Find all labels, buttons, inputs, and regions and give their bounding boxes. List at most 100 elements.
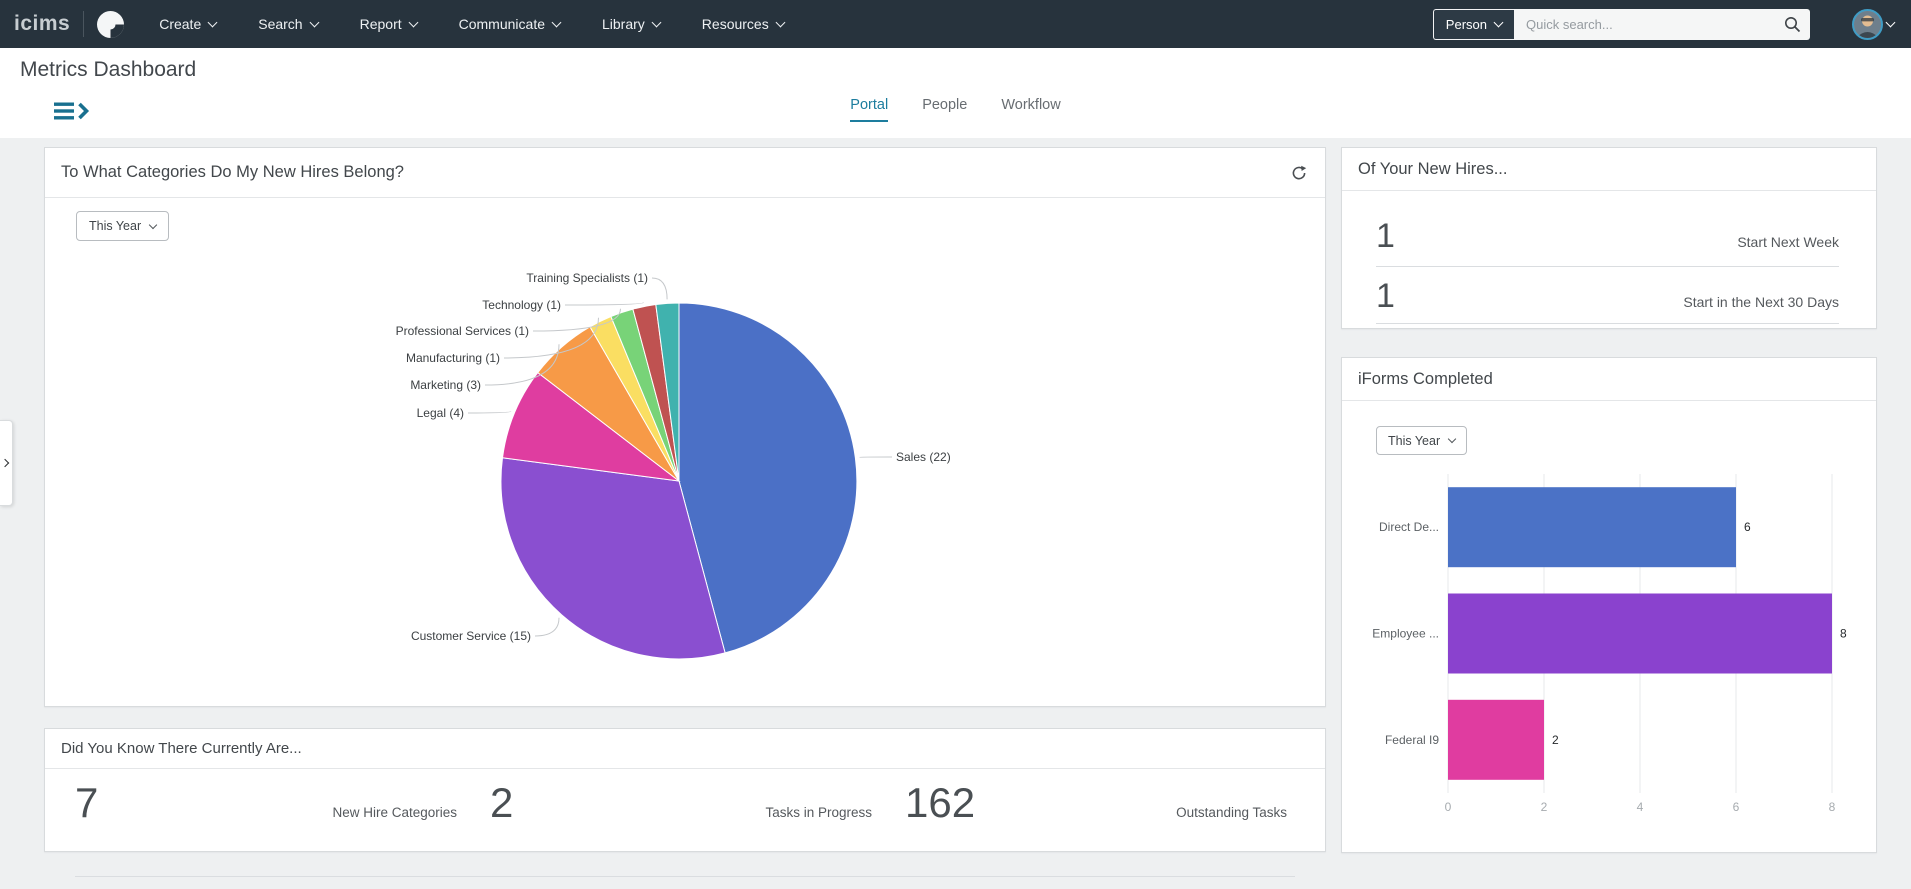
pie-slice-label: Manufacturing (1) <box>406 351 500 365</box>
row-value: 1 <box>1376 217 1395 255</box>
pie-slice-label: Training Specialists (1) <box>526 271 648 285</box>
nav-item-label: Create <box>159 16 202 32</box>
stat-tasks-in-progress[interactable]: 2 Tasks in Progress <box>457 779 872 827</box>
pie-slice-label: Sales (22) <box>896 450 951 464</box>
chevron-down-icon <box>408 17 419 27</box>
menu-expand-icon[interactable] <box>54 100 90 127</box>
new-hires-row-next-week[interactable]: 1 Start Next Week <box>1376 191 1839 267</box>
refresh-icon[interactable] <box>1291 165 1307 181</box>
x-axis-tick-label: 2 <box>1541 800 1548 814</box>
stat-outstanding-tasks[interactable]: 162 Outstanding Tasks <box>872 779 1287 827</box>
stat-value: 7 <box>75 779 99 826</box>
bar-category-label: Employee ... <box>1372 627 1439 641</box>
new-hire-categories-pie-chart: Sales (22) Customer Service (15) Legal (4)… <box>396 271 951 660</box>
icims-logo[interactable]: icims <box>14 12 71 35</box>
tab-workflow[interactable]: Workflow <box>1001 97 1061 113</box>
search-icon[interactable] <box>1784 16 1801 38</box>
x-axis-tick-label: 6 <box>1733 800 1740 814</box>
pie-leader-line <box>532 308 621 332</box>
chevron-right-icon <box>0 458 10 468</box>
pie-slice-label: Marketing (3) <box>410 378 481 392</box>
dashboard-tabs: Portal People Workflow <box>0 97 1911 122</box>
stat-value: 162 <box>905 779 976 826</box>
panel-title: To What Categories Do My New Hires Belon… <box>61 163 404 181</box>
pie-slice-training-specialists[interactable] <box>655 302 680 482</box>
row-value: 1 <box>1376 277 1395 315</box>
icims-circle-logo-icon[interactable] <box>97 10 125 38</box>
avatar[interactable] <box>1852 8 1883 40</box>
pie-slice-legal[interactable] <box>501 371 681 482</box>
pie-leader-line <box>564 302 644 306</box>
panel-header: Of Your New Hires... <box>1342 148 1876 191</box>
pie-slice-label: Legal (4) <box>417 406 464 420</box>
divider <box>75 876 1295 877</box>
nav-item-resources[interactable]: Resources <box>681 0 805 48</box>
pie-slice-label: Customer Service (15) <box>411 629 531 643</box>
nav-item-label: Search <box>258 16 303 32</box>
divider <box>83 11 85 37</box>
pie-slice-label: Professional Services (1) <box>396 324 529 338</box>
panel-title: Did You Know There Currently Are... <box>61 740 302 757</box>
nav-item-communicate[interactable]: Communicate <box>438 0 581 48</box>
tab-people[interactable]: People <box>922 97 968 113</box>
x-axis-tick-label: 4 <box>1637 800 1644 814</box>
search-scope-dropdown[interactable]: Person <box>1432 8 1514 40</box>
panel-of-your-new-hires: Of Your New Hires... 1 Start Next Week 1… <box>1341 147 1877 329</box>
tab-portal[interactable]: Portal <box>850 97 889 122</box>
chevron-down-icon <box>651 17 662 27</box>
panel-did-you-know: Did You Know There Currently Are... 7 Ne… <box>44 728 1326 877</box>
panel-new-hire-categories: To What Categories Do My New Hires Belon… <box>44 147 1326 707</box>
panel-title: iForms Completed <box>1358 369 1493 388</box>
search-scope-label: Person <box>1445 16 1487 32</box>
nav-item-label: Communicate <box>458 16 545 32</box>
stat-value: 2 <box>490 779 514 826</box>
nav-item-label: Report <box>359 16 402 32</box>
chevron-down-icon[interactable] <box>1885 17 1896 27</box>
nav-item-search[interactable]: Search <box>237 0 338 48</box>
pie-leader-line <box>534 617 560 637</box>
time-filter-dropdown[interactable]: This Year <box>76 211 170 241</box>
nav-item-library[interactable]: Library <box>581 0 681 48</box>
iforms-completed-bar-chart: 0 2 4 6 8 Direct De... 6 Employee ... 8 Federal I… <box>1372 474 1847 814</box>
bar-value-label: 2 <box>1552 733 1559 747</box>
pie-leader-line <box>467 410 512 414</box>
chevron-down-icon <box>1493 17 1504 27</box>
x-axis-tick-label: 8 <box>1829 800 1836 814</box>
chevron-down-icon <box>775 17 786 27</box>
time-filter-dropdown[interactable]: This Year <box>1376 426 1468 455</box>
nav-item-label: Library <box>602 16 645 32</box>
stat-new-hire-categories[interactable]: 7 New Hire Categories <box>75 779 457 827</box>
bar-value-label: 6 <box>1744 520 1751 534</box>
pie-slice-customer-service[interactable] <box>500 457 726 660</box>
time-filter-value: This Year <box>1388 433 1441 448</box>
chevron-down-icon <box>309 17 320 27</box>
page-title: Metrics Dashboard <box>20 58 197 81</box>
time-filter-value: This Year <box>89 219 142 233</box>
nav-item-report[interactable]: Report <box>339 0 438 48</box>
chevron-down-icon <box>551 17 562 27</box>
nav-item-create[interactable]: Create <box>138 0 237 48</box>
stat-label: New Hire Categories <box>332 805 457 820</box>
row-label: Start Next Week <box>1737 234 1839 250</box>
panel-header: iForms Completed <box>1342 358 1876 401</box>
panel-title: Of Your New Hires... <box>1358 159 1508 178</box>
bar-value-label: 8 <box>1840 627 1847 641</box>
panel-header: Did You Know There Currently Are... <box>45 729 1325 769</box>
bar-employee-[interactable] <box>1448 593 1832 674</box>
nav-item-label: Resources <box>701 16 769 32</box>
pie-leader-line <box>484 344 560 386</box>
panel-iforms-completed: iForms Completed This Year 0 2 4 6 8 Direct D… <box>1341 357 1877 853</box>
new-hires-row-next-30-days[interactable]: 1 Start in the Next 30 Days <box>1376 267 1839 324</box>
stats-row: 7 New Hire Categories 2 Tasks in Progres… <box>45 769 1325 877</box>
chevron-down-icon <box>207 17 218 27</box>
x-axis-tick-label: 0 <box>1445 800 1452 814</box>
top-navbar: icims Create Search Report Communicate L… <box>0 0 1911 48</box>
quick-search-input[interactable] <box>1514 8 1810 40</box>
row-label: Start in the Next 30 Days <box>1683 294 1839 310</box>
bar-category-label: Federal I9 <box>1385 733 1439 747</box>
bar-federal-i9[interactable] <box>1448 699 1544 780</box>
side-panel-toggle[interactable] <box>0 420 13 506</box>
pie-slice-sales[interactable] <box>678 302 858 654</box>
bar-direct-de-[interactable] <box>1448 487 1736 568</box>
panel-header: To What Categories Do My New Hires Belon… <box>45 148 1325 198</box>
